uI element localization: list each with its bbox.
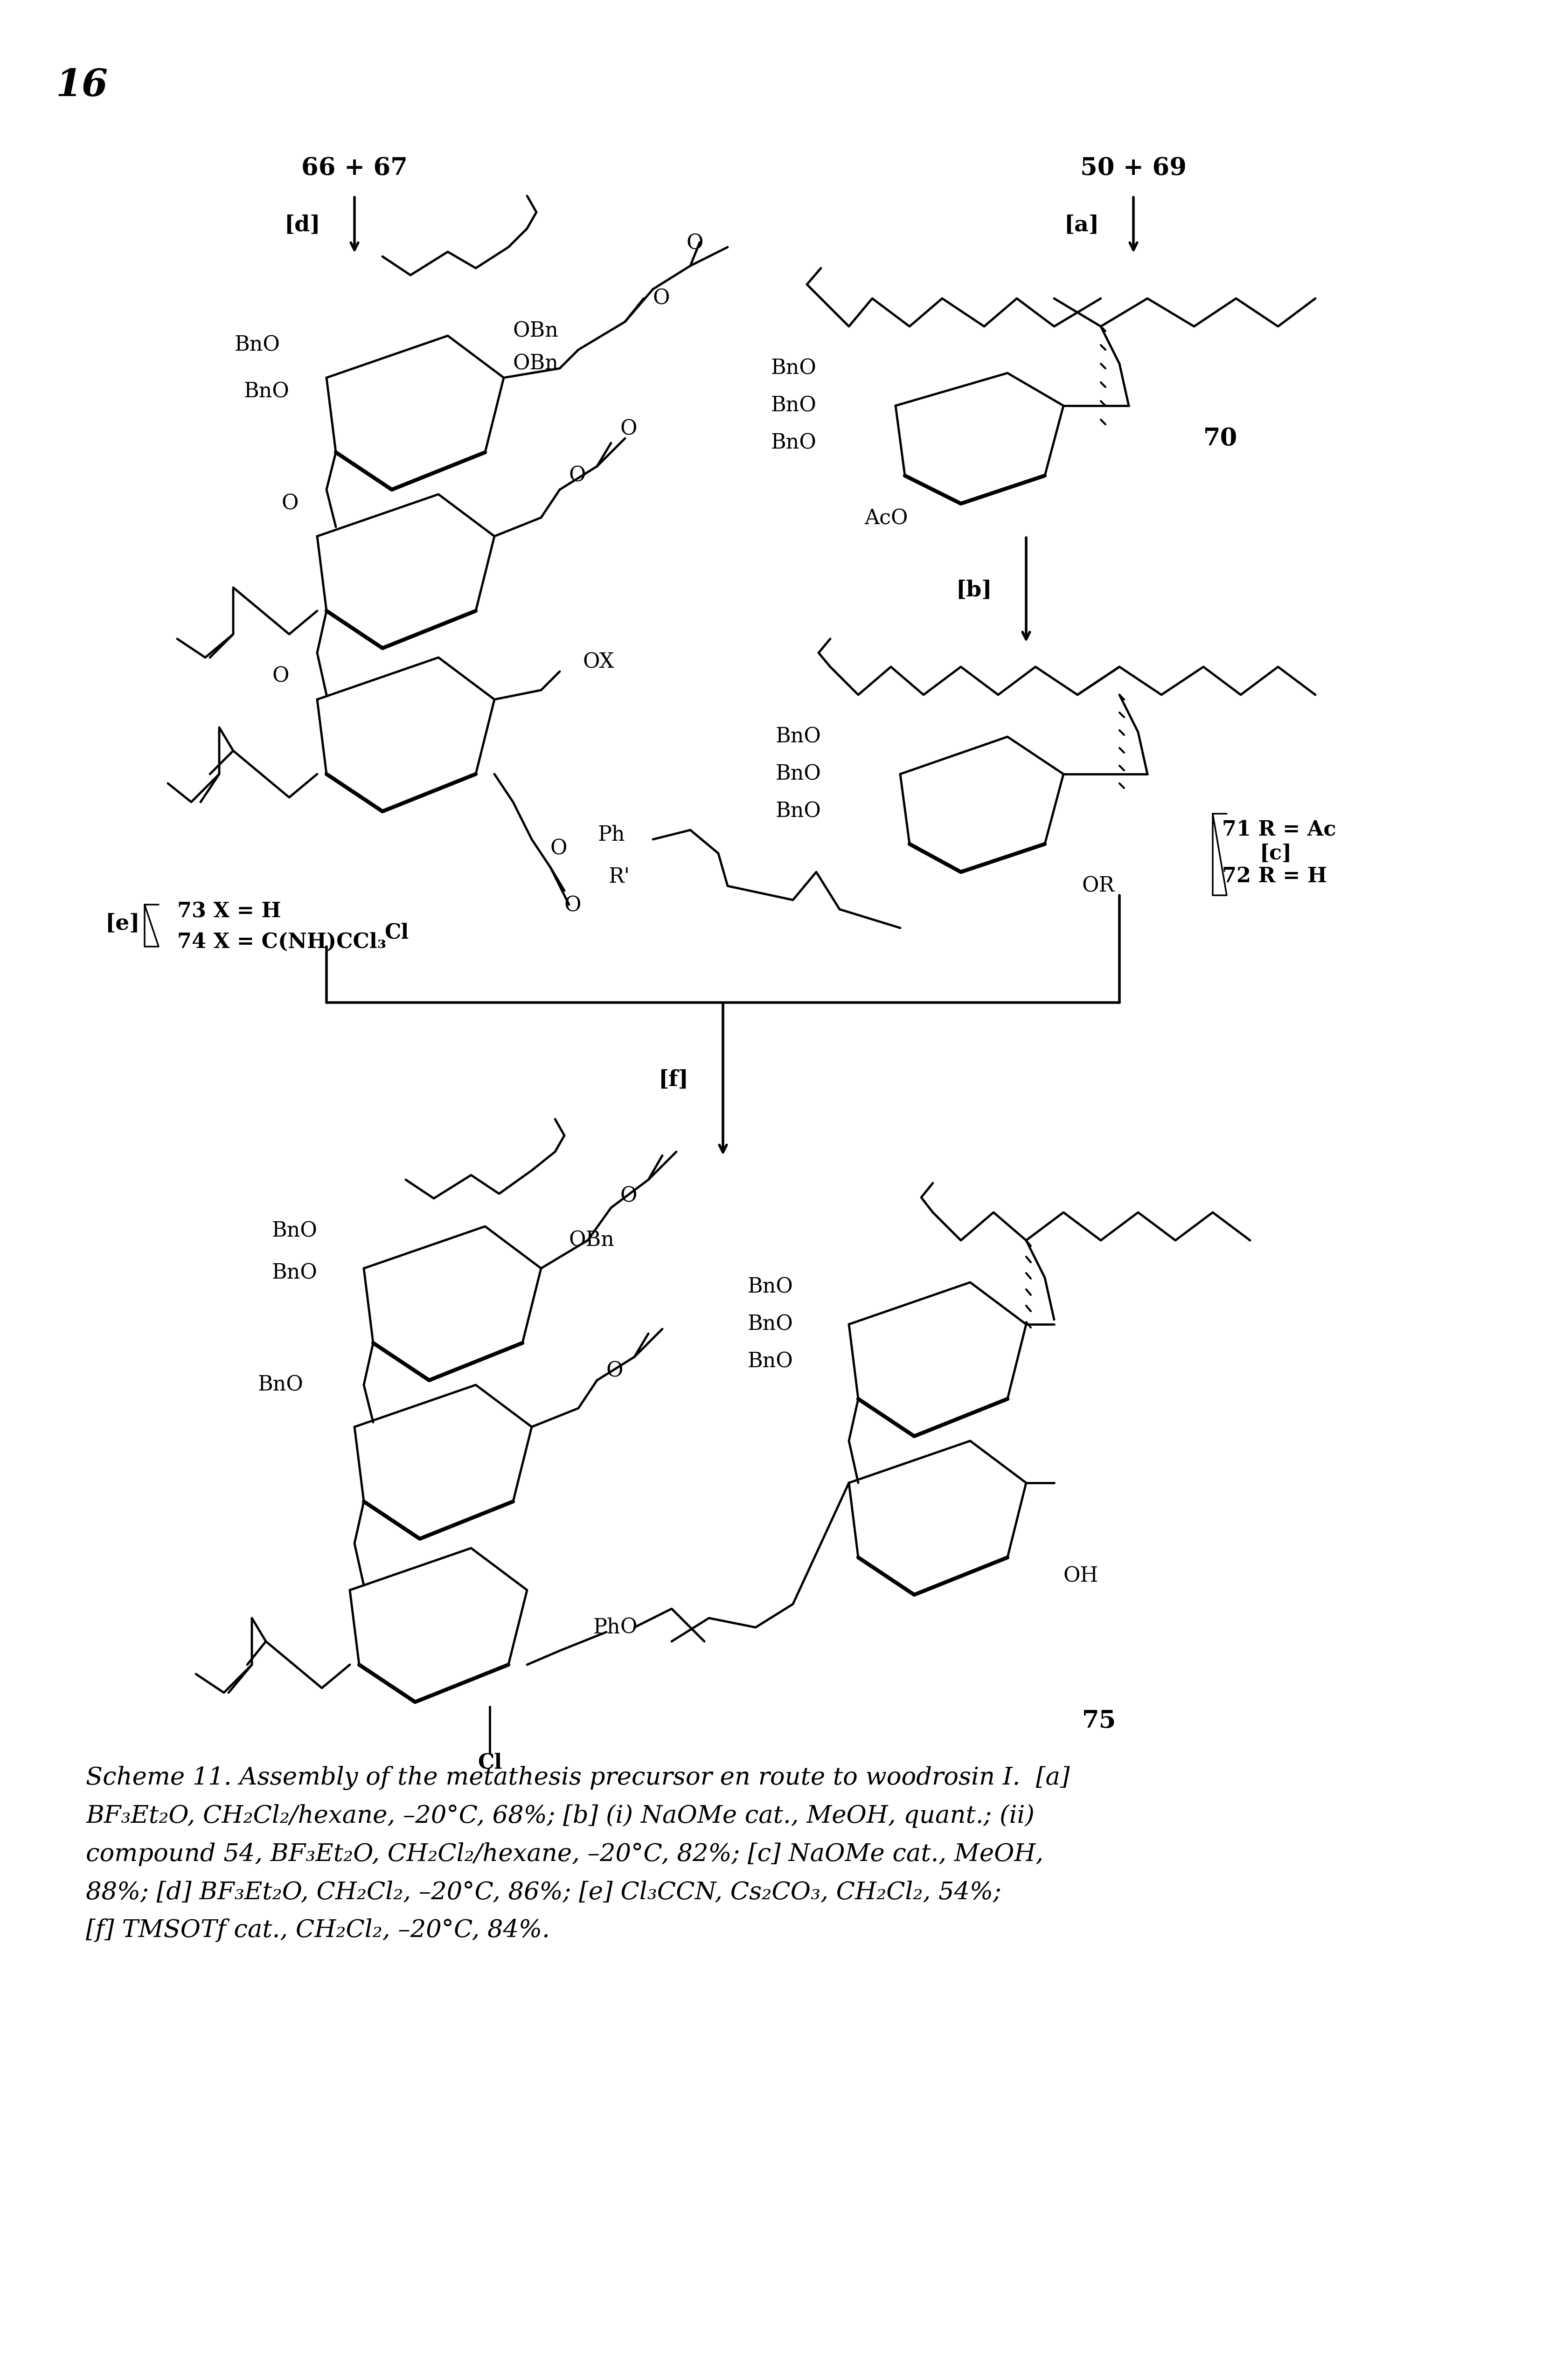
Text: O: O [272, 666, 289, 685]
Text: BnO: BnO [775, 802, 821, 821]
Text: O: O [564, 895, 581, 916]
Text: O: O [621, 1618, 638, 1637]
Text: Ph: Ph [597, 823, 625, 845]
Text: BnO: BnO [771, 433, 816, 452]
Text: BnO: BnO [775, 764, 821, 783]
Text: BnO: BnO [747, 1352, 792, 1371]
Text: Scheme 11. Assembly of the metathesis precursor en route to woodrosin I.  [a]: Scheme 11. Assembly of the metathesis pr… [86, 1766, 1071, 1790]
Text: [a]: [a] [1064, 214, 1099, 236]
Text: O: O [653, 288, 671, 309]
Text: BnO: BnO [747, 1278, 792, 1297]
Text: BnO: BnO [244, 381, 289, 402]
Text: [f]: [f] [658, 1069, 689, 1090]
Text: OH: OH [1063, 1566, 1099, 1585]
Text: compound 54, BF₃Et₂O, CH₂Cl₂/hexane, –20°C, 82%; [c] NaOMe cat., MeOH,: compound 54, BF₃Et₂O, CH₂Cl₂/hexane, –20… [86, 1842, 1044, 1866]
Text: O: O [621, 1185, 638, 1207]
Text: 71 R = Ac: 71 R = Ac [1222, 821, 1336, 840]
Text: BnO: BnO [234, 336, 280, 355]
Text: BnO: BnO [747, 1314, 792, 1335]
Text: 88%; [d] BF₃Et₂O, CH₂Cl₂, –20°C, 86%; [e] Cl₃CCN, Cs₂CO₃, CH₂Cl₂, 54%;: 88%; [d] BF₃Et₂O, CH₂Cl₂, –20°C, 86%; [e… [86, 1880, 1002, 1904]
Text: O: O [569, 466, 586, 486]
Text: Cl: Cl [384, 923, 408, 942]
Text: [e]: [e] [105, 912, 141, 933]
Text: [f] TMSOTf cat., CH₂Cl₂, –20°C, 84%.: [f] TMSOTf cat., CH₂Cl₂, –20°C, 84%. [86, 1918, 550, 1942]
Text: O: O [281, 493, 299, 514]
Text: 72 R = H: 72 R = H [1222, 866, 1327, 888]
Text: Ph: Ph [592, 1618, 621, 1637]
Text: [d]: [d] [284, 214, 320, 236]
Text: 74 X = C(NH)CCl₃: 74 X = C(NH)CCl₃ [177, 933, 386, 952]
Text: [b]: [b] [955, 578, 993, 600]
Text: O: O [606, 1361, 624, 1380]
Text: 50 + 69: 50 + 69 [1080, 157, 1186, 181]
Text: BnO: BnO [272, 1264, 317, 1283]
Text: BF₃Et₂O, CH₂Cl₂/hexane, –20°C, 68%; [b] (i) NaOMe cat., MeOH, quant.; (ii): BF₃Et₂O, CH₂Cl₂/hexane, –20°C, 68%; [b] … [86, 1804, 1035, 1828]
Text: O: O [686, 233, 703, 252]
Text: 75: 75 [1082, 1709, 1116, 1733]
Text: BnO: BnO [258, 1376, 303, 1395]
Text: [c]: [c] [1260, 843, 1291, 864]
Text: Cl: Cl [478, 1752, 502, 1773]
Text: BnO: BnO [775, 726, 821, 747]
Text: 16: 16 [56, 67, 108, 105]
Text: 66 + 67: 66 + 67 [302, 157, 408, 181]
Text: O: O [621, 419, 638, 438]
Text: OX: OX [583, 652, 614, 671]
Text: AcO: AcO [864, 509, 908, 528]
Text: O: O [550, 838, 567, 859]
Text: BnO: BnO [771, 395, 816, 416]
Text: BnO: BnO [771, 359, 816, 378]
Text: 70: 70 [1204, 426, 1238, 450]
Text: OR: OR [1082, 876, 1114, 895]
Text: OBn: OBn [569, 1230, 614, 1250]
Text: OBn: OBn [513, 355, 558, 374]
Text: R': R' [608, 866, 630, 888]
Text: 73 X = H: 73 X = H [177, 902, 281, 921]
Text: OBn: OBn [513, 321, 558, 340]
Text: BnO: BnO [272, 1221, 317, 1240]
